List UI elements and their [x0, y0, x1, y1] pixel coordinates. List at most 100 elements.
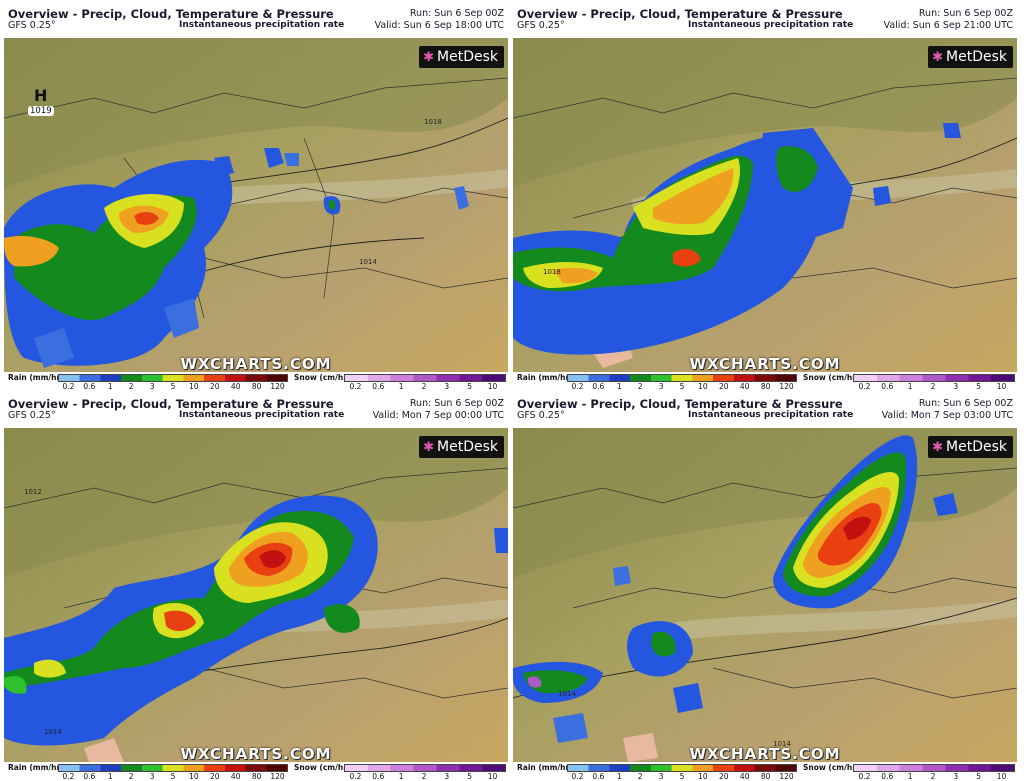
precip-map	[513, 38, 1017, 372]
model-label: GFS 0.25°	[517, 20, 565, 31]
legend-tick: 1	[107, 772, 113, 781]
legend-tick: 20	[719, 382, 729, 391]
metdesk-star-icon: ✱	[423, 50, 435, 65]
legend-tick: 3	[149, 382, 155, 391]
legend-tick: 10	[189, 772, 199, 781]
rain-legend-label: Rain (mm/hr)	[517, 373, 573, 382]
panel-title: Overview - Precip, Cloud, Temperature & …	[517, 7, 843, 21]
legend-tick: 1	[398, 382, 404, 391]
wxcharts-watermark: WXCHARTS.COM	[689, 745, 841, 763]
snow-colorbar	[344, 764, 506, 772]
legend-tick: 3	[953, 382, 959, 391]
run-label: Run: Sun 6 Sep 00Z	[918, 8, 1013, 19]
legend-tick: 5	[679, 382, 685, 391]
map-panel-2: Overview - Precip, Cloud, Temperature & …	[513, 6, 1017, 391]
isobar-label: 1014	[44, 728, 62, 736]
run-label: Run: Sun 6 Sep 00Z	[409, 8, 504, 19]
legend-tick: 0.2	[62, 382, 75, 391]
snow-colorbar	[853, 374, 1015, 382]
high-pressure-value: 1019	[28, 106, 54, 116]
legend-tick: 1	[398, 772, 404, 781]
snow-legend-label: Snow (cm/hr)	[294, 373, 351, 382]
legend-tick: 10	[996, 772, 1007, 781]
legend: Rain (mm/hr) 0.2 0.6 1 2 3 5 10 20 40 80 120 Snow …	[4, 762, 508, 781]
rain-colorbar	[567, 374, 797, 382]
snow-colorbar	[853, 764, 1015, 772]
legend-tick: 80	[760, 382, 771, 391]
snow-ticks: 0.2 0.6 1 2 3 5 10	[344, 772, 504, 781]
isobar-label: 1014	[558, 690, 576, 698]
legend-tick: 5	[976, 772, 982, 781]
legend-tick: 0.2	[349, 382, 362, 391]
legend-tick: 0.2	[62, 772, 75, 781]
snow-colorbar	[344, 374, 506, 382]
legend-tick: 80	[760, 772, 771, 781]
metdesk-logo: ✱ MetDesk	[419, 46, 504, 68]
rain-ticks: 0.2 0.6 1 2 3 5 10 20 40 80 120	[58, 382, 288, 391]
snow-ticks: 0.2 0.6 1 2 3 5 10	[344, 382, 504, 391]
model-label: GFS 0.25°	[8, 20, 56, 31]
run-label: Run: Sun 6 Sep 00Z	[918, 398, 1013, 409]
rain-legend-label: Rain (mm/hr)	[517, 763, 573, 772]
legend-tick: 120	[270, 772, 285, 781]
metdesk-logo: ✱ MetDesk	[928, 46, 1013, 68]
isobar-label: 1014	[359, 258, 377, 266]
legend-tick: 120	[779, 772, 794, 781]
precip-map	[513, 428, 1017, 762]
legend-tick: 2	[128, 772, 134, 781]
legend-tick: 0.6	[592, 382, 605, 391]
legend-tick: 0.2	[349, 772, 362, 781]
isobar-label: 1018	[424, 118, 442, 126]
legend-tick: 5	[170, 772, 176, 781]
legend-tick: 0.2	[858, 772, 871, 781]
legend-tick: 1	[907, 382, 913, 391]
legend-tick: 2	[637, 382, 643, 391]
legend-tick: 10	[996, 382, 1007, 391]
legend-tick: 3	[149, 772, 155, 781]
panel-title: Overview - Precip, Cloud, Temperature & …	[517, 397, 843, 411]
wxcharts-watermark: WXCHARTS.COM	[689, 355, 841, 373]
legend-tick: 5	[976, 382, 982, 391]
model-label: GFS 0.25°	[8, 410, 56, 421]
rain-ticks: 0.2 0.6 1 2 3 5 10 20 40 80 120	[567, 382, 797, 391]
legend-tick: 0.2	[571, 772, 584, 781]
metdesk-star-icon: ✱	[423, 440, 435, 455]
panel-header: Overview - Precip, Cloud, Temperature & …	[4, 6, 508, 38]
snow-legend-label: Snow (cm/hr)	[294, 763, 351, 772]
legend-tick: 1	[616, 382, 622, 391]
map-panel-1: Overview - Precip, Cloud, Temperature & …	[4, 6, 508, 391]
panel-subtitle: Instantaneous precipitation rate	[179, 20, 345, 30]
panel-subtitle: Instantaneous precipitation rate	[688, 20, 854, 30]
valid-label: Valid: Mon 7 Sep 03:00 UTC	[881, 410, 1013, 421]
wxcharts-watermark: WXCHARTS.COM	[180, 745, 332, 763]
legend: Rain (mm/hr) 0.2 0.6 1 2 3 5 10 20 40 80 120 Snow …	[513, 372, 1017, 391]
legend-tick: 2	[421, 772, 427, 781]
legend-tick: 10	[189, 382, 199, 391]
panel-header: Overview - Precip, Cloud, Temperature & …	[513, 396, 1017, 428]
legend-tick: 3	[658, 382, 664, 391]
legend-tick: 5	[679, 772, 685, 781]
isobar-label: 1012	[24, 488, 42, 496]
isobar-label: 1018	[543, 268, 561, 276]
rain-ticks: 0.2 0.6 1 2 3 5 10 20 40 80 120	[567, 772, 797, 781]
precip-map	[4, 428, 508, 762]
panel-header: Overview - Precip, Cloud, Temperature & …	[4, 396, 508, 428]
legend-tick: 2	[930, 382, 936, 391]
legend-tick: 20	[719, 772, 729, 781]
legend-tick: 0.6	[372, 772, 385, 781]
legend-tick: 5	[170, 382, 176, 391]
precip-map	[4, 38, 508, 372]
legend-tick: 120	[270, 382, 285, 391]
legend-tick: 20	[210, 382, 220, 391]
metdesk-logo: ✱ MetDesk	[419, 436, 504, 458]
legend-tick: 0.6	[83, 382, 96, 391]
panel-title: Overview - Precip, Cloud, Temperature & …	[8, 7, 334, 21]
legend-tick: 3	[444, 772, 450, 781]
model-label: GFS 0.25°	[517, 410, 565, 421]
legend-tick: 5	[467, 382, 473, 391]
legend-tick: 10	[487, 382, 498, 391]
panel-subtitle: Instantaneous precipitation rate	[179, 410, 345, 420]
valid-label: Valid: Sun 6 Sep 21:00 UTC	[883, 20, 1013, 31]
rain-colorbar	[58, 764, 288, 772]
metdesk-logo: ✱ MetDesk	[928, 436, 1013, 458]
